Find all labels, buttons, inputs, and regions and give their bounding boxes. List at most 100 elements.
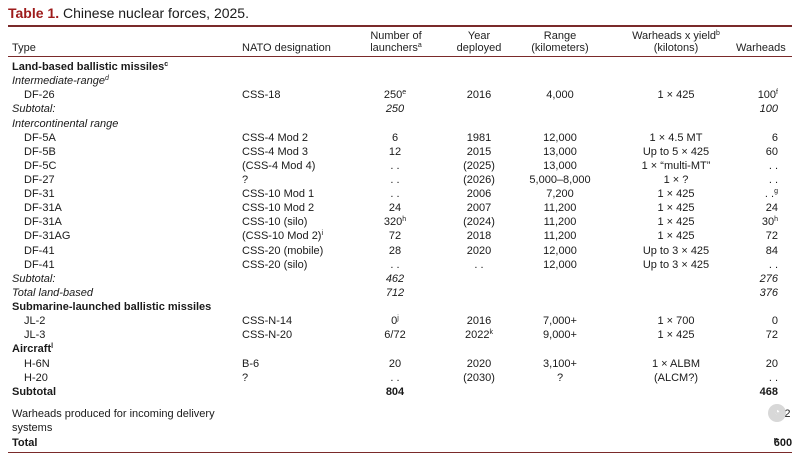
cell-year: (2030) <box>452 371 506 385</box>
cell-range: 11,200 <box>520 229 600 243</box>
cell-nato: B-6 <box>242 357 259 371</box>
cell-warheads: . . <box>748 159 778 173</box>
cell-yield-text: 1 × 425 <box>657 188 695 201</box>
cell-warheads-text: 30 <box>761 216 775 229</box>
header-launchers-note: a <box>417 42 422 49</box>
cell-launchers: 20 <box>372 357 418 371</box>
header-year-line2: deployed <box>456 42 502 54</box>
cell-type-text: DF-31A <box>24 216 62 229</box>
cell-type-text: Subtotal: <box>12 272 56 285</box>
table-row: H-20? . . (2030)? (ALCM?) . . <box>0 371 800 385</box>
cell-yield-text: 1 × 425 <box>657 216 695 229</box>
table-row: DF-5B CSS-4 Mod 3 12 2015 13,000 Up to 5 × 42… <box>0 145 800 159</box>
cell-warheads-text: . . <box>768 371 778 384</box>
total-warheads-value: 600 <box>773 437 793 449</box>
cell-launchers-text: . . <box>390 258 400 271</box>
table-row: JL-2 CSS-N-14 0j 2016 7,000+ 1 × 700 0 <box>0 314 800 328</box>
cell-year-text: 1981 <box>466 131 492 144</box>
cell-yield-text: 1 × “multi-MT” <box>641 159 711 172</box>
table-caption: Table 1. Chinese nuclear forces, 2025. <box>8 5 249 21</box>
cell-launchers: 72 <box>372 229 418 243</box>
cell-nato-text: CSS-10 Mod 1 <box>242 188 315 201</box>
header-launchers-line2: launchersa <box>356 42 436 54</box>
cell-warheads-text: 72 <box>765 230 778 243</box>
header-launchers: Number of launchersa <box>356 30 436 54</box>
cell-range: 12,000 <box>520 131 600 145</box>
cell-type-text: H-6N <box>24 357 50 370</box>
cell-year: (2026) <box>452 173 506 187</box>
cell-yield: 1 × 425 <box>616 328 736 342</box>
cell-nato-text: CSS-18 <box>242 89 281 102</box>
cell-yield-text: Up to 3 × 425 <box>642 244 710 257</box>
cell-year-text: 2015 <box>466 145 492 158</box>
cell-year: 2022k <box>452 328 506 342</box>
cell-range: 13,000 <box>520 145 600 159</box>
produced-label: Warheads produced for incoming delivery … <box>12 408 215 434</box>
top-rule <box>8 25 792 27</box>
cell-type: DF-41 <box>24 244 55 258</box>
cell-warheads-text: 6 <box>771 131 778 144</box>
cell-launchers: 804 <box>372 385 418 399</box>
cell-year-text: (2025) <box>463 159 495 172</box>
cell-type-footnote: c <box>164 61 169 68</box>
cell-yield-text: 1 × ? <box>663 174 689 186</box>
cell-nato: CSS-N-14 <box>242 314 292 328</box>
cell-type-text: Intermediate-range <box>12 75 105 88</box>
cell-type: Submarine-launched ballistic missiles <box>12 300 211 314</box>
header-launchers-line1: Number of <box>370 30 422 42</box>
header-yield-line2: (kilotons) <box>653 42 699 54</box>
cell-type: DF-5B <box>24 145 56 159</box>
cell-warheads-text: . . <box>764 188 775 201</box>
section-heading-row: Submarine-launched ballistic missiles <box>0 300 800 314</box>
section-heading-row: Subtotal 804 468 <box>0 385 800 399</box>
cell-type: H-6N <box>24 357 50 371</box>
cell-launchers-text: 6 <box>391 131 399 144</box>
cell-type: Subtotal: <box>12 102 55 116</box>
cell-yield: (ALCM?) <box>616 371 736 385</box>
cell-yield: 1 × 425 <box>616 201 736 215</box>
cell-year: 2020 <box>452 244 506 258</box>
cell-yield: 1 × 425 <box>616 187 736 201</box>
cell-launchers: 12 <box>372 145 418 159</box>
cell-launchers-text: 462 <box>385 272 405 285</box>
cell-nato-footnote: i <box>321 230 324 238</box>
cell-warheads: 72 <box>748 229 778 243</box>
cell-launchers: 320h <box>372 215 418 229</box>
cell-nato-text: CSS-10 Mod 2 <box>242 202 315 215</box>
cell-launchers-text: 28 <box>388 244 402 257</box>
cell-type: JL-3 <box>24 328 45 342</box>
cell-yield: 1 × ALBM <box>616 357 736 371</box>
cell-launchers-text: 712 <box>385 286 405 299</box>
cell-year-text: (2030) <box>463 371 495 384</box>
cell-type-text: DF-5B <box>24 145 56 158</box>
cell-warheads: 20 <box>748 357 778 371</box>
cell-nato-text: CSS-10 (silo) <box>242 216 308 229</box>
cell-launchers: 250 <box>372 102 418 116</box>
cell-nato: CSS-N-20 <box>242 328 292 342</box>
header-yield-line1: Warheads x yieldb <box>606 30 746 42</box>
cell-nato: CSS-20 (mobile) <box>242 244 323 258</box>
cell-nato: ? <box>242 371 248 385</box>
cell-year-text: 2022 <box>465 329 490 342</box>
section-heading-row: Aircraftl <box>0 342 800 356</box>
header-yield-text: Warheads x yield <box>632 30 717 42</box>
cell-year: 2015 <box>452 145 506 159</box>
table-row: Subtotal: 462 276 <box>0 272 800 286</box>
cell-warheads: 0 <box>748 314 778 328</box>
cell-launchers-text: . . <box>390 159 400 172</box>
table-row: Subtotal: 250 100 <box>0 102 800 116</box>
cell-yield-text: Up to 3 × 425 <box>642 258 710 271</box>
cell-launchers: . . <box>372 258 418 272</box>
cell-warheads: 100f <box>748 88 778 102</box>
cell-range-text: 12,000 <box>543 244 577 257</box>
cell-range-text: 3,100+ <box>543 357 577 370</box>
table-row: JL-3 CSS-N-20 6/72 2022k 9,000+ 1 × 425 72 <box>0 328 800 342</box>
cell-warheads-text: 468 <box>759 385 778 398</box>
cell-warheads: 6 <box>748 131 778 145</box>
cell-range-text: 12,000 <box>543 258 577 271</box>
cell-launchers: 712 <box>372 286 418 300</box>
cell-nato: (CSS-10 Mod 2)i <box>242 229 323 243</box>
cell-type: DF-5A <box>24 131 56 145</box>
cell-type-text: JL-2 <box>24 315 46 328</box>
cell-nato: CSS-18 <box>242 88 281 102</box>
